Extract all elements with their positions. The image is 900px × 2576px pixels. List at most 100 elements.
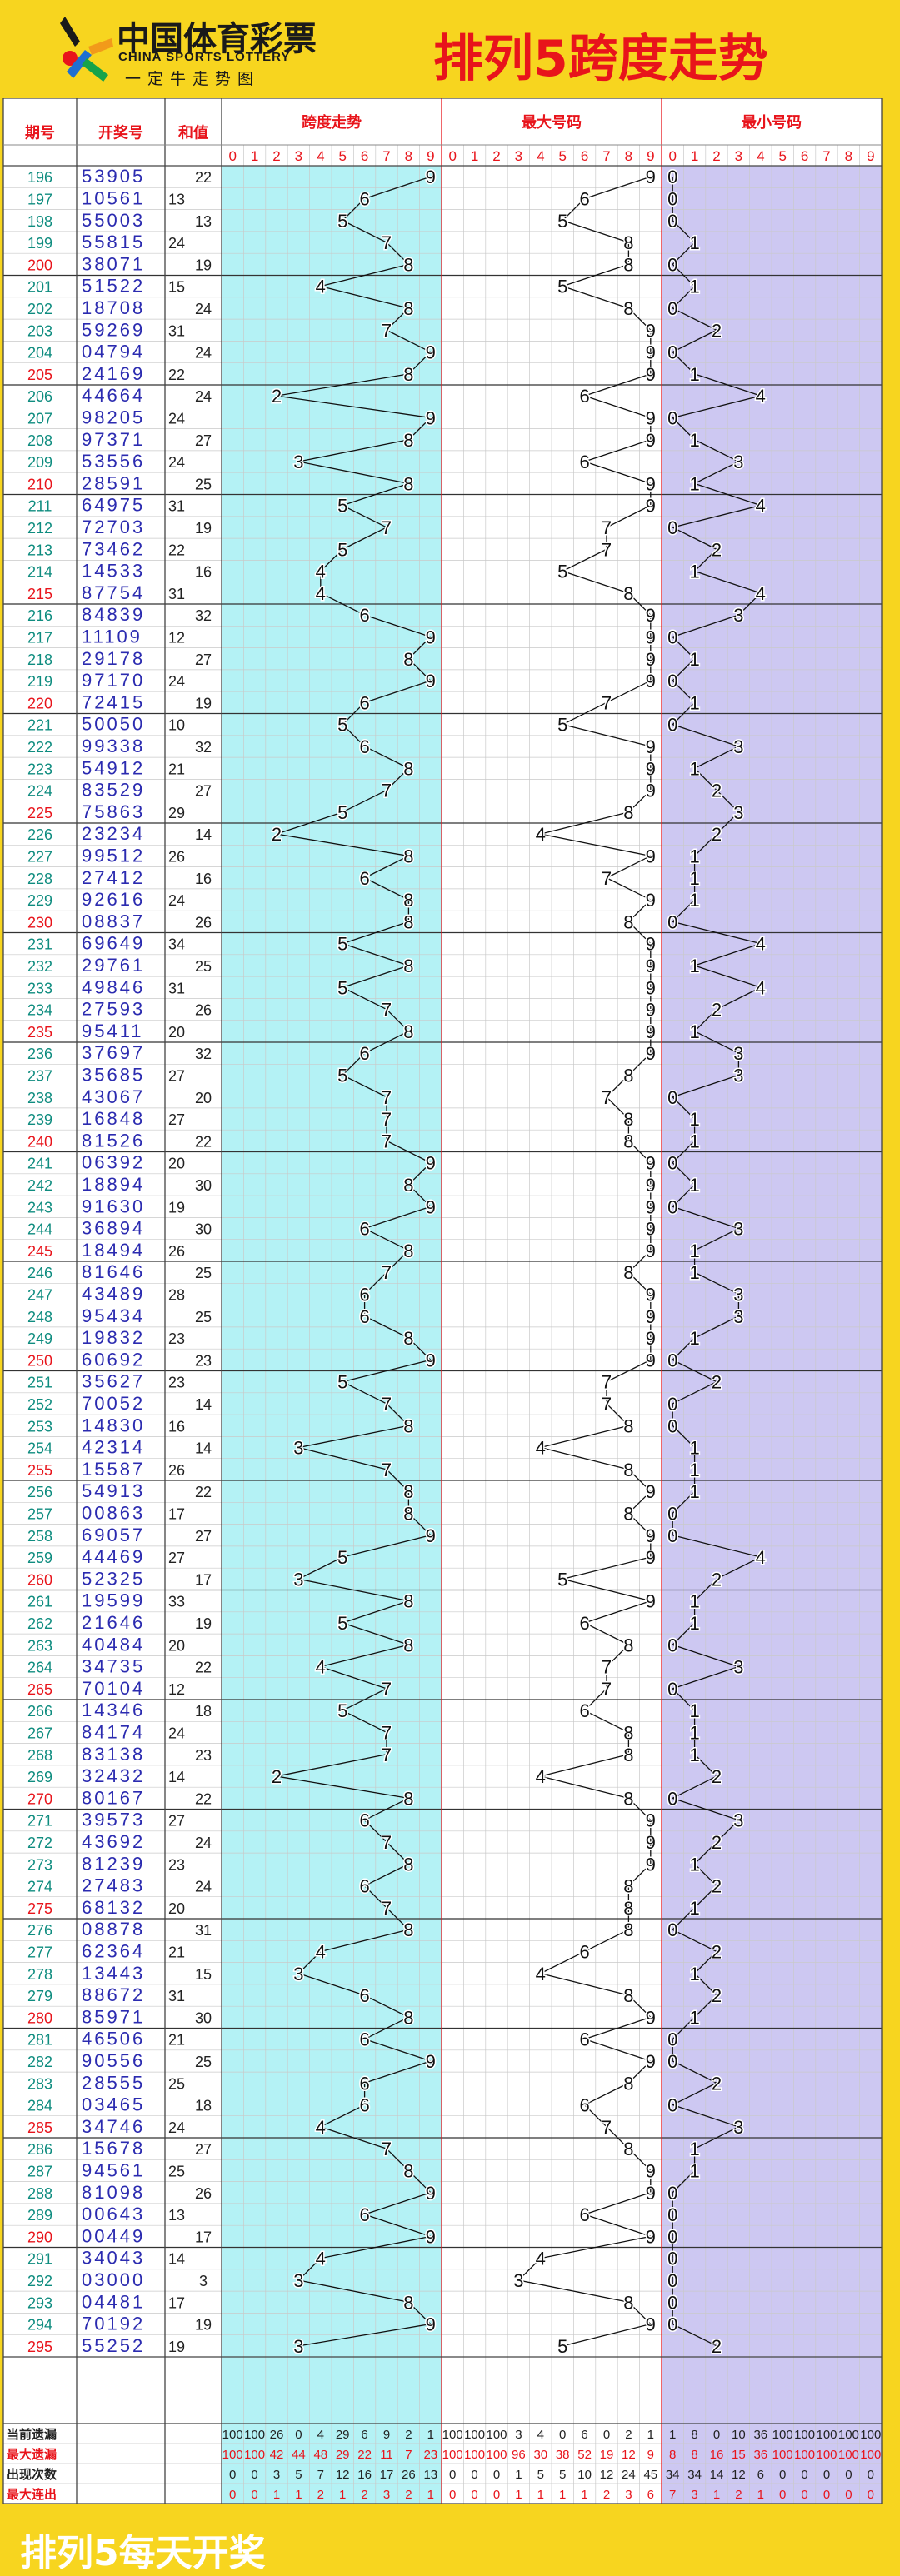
span-line — [364, 1227, 409, 1251]
digit-header: 5 — [338, 148, 346, 164]
stats-value: 2 — [603, 2488, 610, 2502]
period-number: 212 — [28, 520, 52, 537]
stats-value: 0 — [713, 2428, 720, 2442]
max-line — [562, 724, 651, 747]
min-point: 1 — [689, 1460, 699, 1480]
period-number: 269 — [28, 1769, 52, 1785]
max-point: 9 — [646, 2160, 656, 2181]
min-line — [672, 2169, 696, 2194]
max-point: 9 — [646, 649, 656, 670]
max-line — [628, 1797, 652, 1821]
max-line — [518, 2258, 542, 2281]
span-line — [342, 505, 388, 528]
draw-number: 55003 — [82, 210, 145, 231]
min-line — [694, 2126, 739, 2149]
max-line — [540, 2235, 651, 2259]
min-line — [672, 307, 718, 331]
digit-header: 7 — [822, 148, 830, 164]
period-number: 205 — [28, 367, 52, 383]
stats-value: 45 — [643, 2468, 658, 2482]
max-line — [584, 461, 652, 484]
digit-header: 4 — [757, 148, 764, 164]
max-line — [628, 1490, 652, 1514]
span-line — [276, 833, 409, 857]
stats-value: 10 — [732, 2428, 746, 2442]
digit-header: 3 — [735, 148, 742, 164]
draw-number: 00449 — [82, 2225, 145, 2246]
sum-value: 27 — [195, 432, 212, 449]
period-number: 234 — [28, 1002, 52, 1019]
span-line — [276, 1754, 388, 1777]
span-line — [342, 1710, 388, 1734]
span-point: 9 — [426, 342, 436, 363]
span-point: 8 — [403, 1788, 413, 1809]
period-number: 272 — [28, 1835, 52, 1851]
sum-value: 30 — [195, 1221, 212, 1238]
stats-value: 52 — [578, 2448, 592, 2462]
stats-value: 34 — [688, 2468, 702, 2482]
span-line — [342, 789, 388, 813]
max-line — [584, 176, 652, 200]
stats-value: 2 — [735, 2488, 742, 2502]
min-point: 2 — [712, 1766, 722, 1787]
stats-value: 0 — [823, 2488, 830, 2502]
span-point: 6 — [359, 1284, 369, 1305]
max-line — [518, 2279, 629, 2303]
span-line — [386, 1009, 409, 1032]
stats-value: 36 — [753, 2428, 768, 2442]
max-point: 9 — [646, 671, 656, 691]
span-line — [364, 2060, 432, 2084]
span-point: 6 — [359, 1985, 369, 2006]
span-point: 4 — [316, 583, 326, 604]
stats-value: 12 — [732, 2468, 746, 2482]
min-line — [672, 1907, 696, 1930]
min-line — [672, 1775, 718, 1799]
draw-number: 08878 — [82, 1919, 145, 1939]
sum-value: 29 — [168, 805, 185, 821]
span-line — [320, 592, 365, 616]
digit-header: 9 — [867, 148, 874, 164]
sum-value: 32 — [195, 607, 212, 624]
max-point: 9 — [646, 167, 656, 187]
min-point: 1 — [689, 1591, 699, 1612]
max-point: 4 — [536, 824, 546, 845]
sum-value: 3 — [199, 2273, 208, 2289]
min-point: 3 — [733, 736, 743, 757]
stats-value: 0 — [229, 2468, 236, 2482]
draw-number: 97170 — [82, 670, 145, 691]
span-point: 8 — [403, 2160, 413, 2181]
span-line — [298, 1446, 388, 1470]
draw-number: 43489 — [82, 1283, 145, 1304]
min-line — [672, 2323, 718, 2347]
draw-number: 44664 — [82, 385, 145, 406]
max-line — [628, 1469, 652, 1492]
max-line — [628, 1994, 652, 2018]
stats-value: 6 — [581, 2428, 588, 2442]
max-point: 9 — [646, 1021, 656, 1042]
draw-number: 00863 — [82, 1502, 145, 1523]
period-number: 282 — [28, 2054, 52, 2070]
header: 中国体育彩票 CHINA SPORTS LOTTERY 一定牛走势图 排列5跨度… — [0, 0, 900, 98]
sum-value: 24 — [195, 301, 212, 317]
draw-number: 14346 — [82, 1700, 145, 1720]
max-point: 9 — [646, 1328, 656, 1349]
max-line — [584, 2214, 652, 2237]
stats-value: 0 — [449, 2488, 456, 2502]
draw-number: 11109 — [82, 626, 142, 646]
draw-number: 46506 — [82, 2029, 145, 2049]
draw-number: 59269 — [82, 319, 145, 340]
max-point: 9 — [646, 2007, 656, 2028]
span-point: 8 — [403, 1328, 413, 1349]
sum-value: 22 — [195, 1133, 212, 1150]
sum-value: 30 — [195, 1177, 212, 1194]
max-line — [628, 2301, 652, 2325]
sum-value: 26 — [195, 1002, 212, 1019]
max-point: 6 — [579, 386, 589, 407]
period-number: 233 — [28, 980, 52, 996]
max-line — [562, 570, 629, 594]
sum-value: 31 — [168, 980, 185, 996]
min-line — [672, 286, 696, 309]
draw-number: 32432 — [82, 1765, 145, 1786]
min-point: 1 — [689, 1700, 699, 1721]
span-line — [408, 352, 432, 375]
